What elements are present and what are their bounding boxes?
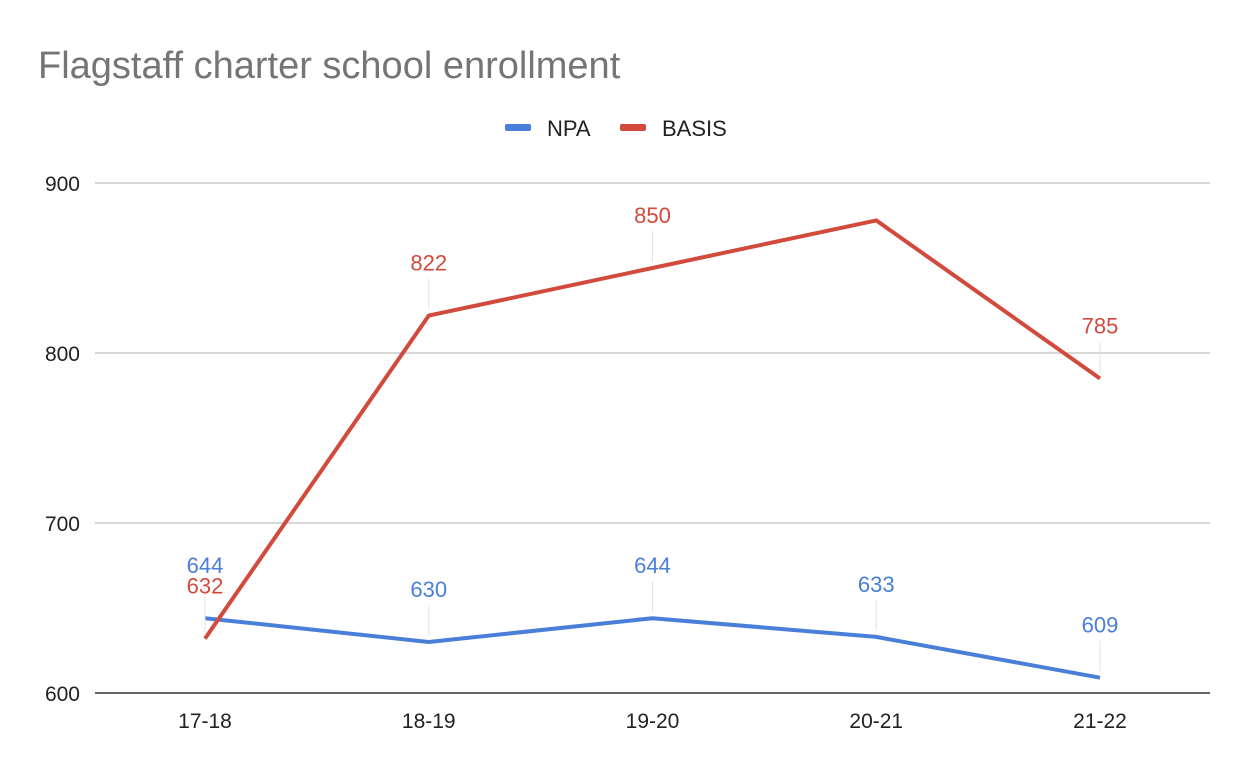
legend-label: NPA <box>547 116 591 141</box>
legend-swatch <box>505 124 531 131</box>
x-axis: 17-18 18-19 19-20 20-21 21-22 <box>178 710 1127 733</box>
data-label: 644 <box>187 553 224 578</box>
x-tick-label: 21-22 <box>1073 710 1127 733</box>
y-axis: 600 700 800 900 <box>45 173 80 706</box>
data-label: 609 <box>1082 613 1119 638</box>
data-label: 850 <box>634 203 671 228</box>
y-tick-label: 900 <box>45 173 80 196</box>
data-label: 630 <box>410 577 447 602</box>
y-tick-label: 700 <box>45 513 80 536</box>
legend: NPA BASIS <box>505 116 727 141</box>
data-label: 785 <box>1082 314 1119 339</box>
x-tick-label: 20-21 <box>849 710 903 733</box>
data-label: 632 <box>187 574 224 599</box>
legend-label: BASIS <box>662 116 727 141</box>
y-tick-label: 800 <box>45 343 80 366</box>
gridlines <box>95 182 1210 694</box>
x-tick-label: 17-18 <box>178 710 232 733</box>
y-tick-label: 600 <box>45 683 80 706</box>
data-label: 822 <box>410 251 447 276</box>
series-group <box>203 218 1102 680</box>
data-label: 644 <box>634 553 671 578</box>
chart-title: Flagstaff charter school enrollment <box>38 45 621 87</box>
series-line-npa <box>204 616 1101 680</box>
x-tick-label: 18-19 <box>402 710 456 733</box>
x-tick-label: 19-20 <box>626 710 680 733</box>
data-label: 633 <box>858 572 895 597</box>
data-labels: 644 630 644 633 609 632 822 850 785 <box>187 203 1119 672</box>
series-line-basis <box>203 218 1102 640</box>
legend-swatch <box>620 124 646 131</box>
